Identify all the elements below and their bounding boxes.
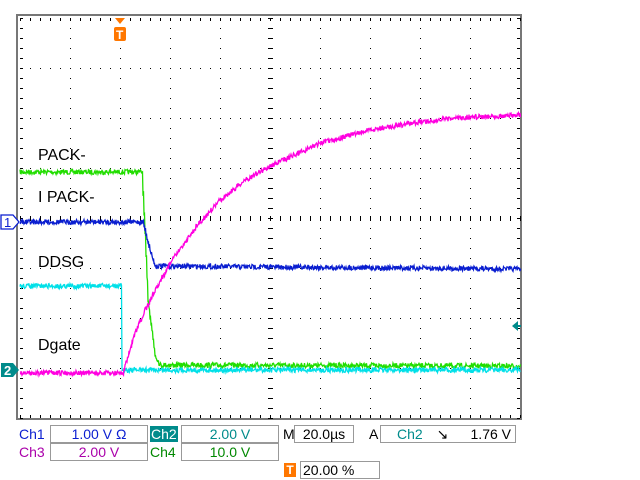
- ch2-ground-marker: [1, 363, 19, 377]
- ch2-marker-label: 2: [4, 363, 11, 378]
- ch1-ground-marker: [0, 214, 20, 230]
- trace-ch2: [19, 281, 521, 375]
- ch3-label: Ch3: [19, 444, 45, 460]
- grid-dots: [20, 18, 521, 419]
- ch1-scale[interactable]: 1.00 V Ω: [50, 425, 148, 443]
- ch2-scale[interactable]: 2.00 V: [181, 425, 279, 443]
- timebase[interactable]: 20.0µs: [294, 425, 354, 443]
- trace-ch1: [19, 217, 522, 274]
- ch2-label: Ch2: [150, 426, 178, 442]
- trigger-icon: [114, 27, 126, 41]
- scope-display: 1 2 T: [0, 14, 522, 420]
- trace-label-pack: PACK-: [38, 147, 86, 164]
- trace-label-ipack: I PACK-: [38, 189, 95, 206]
- trigger-position-icon: T: [284, 463, 296, 477]
- falling-edge-icon: ↘: [436, 426, 449, 442]
- ch3-scale[interactable]: 2.00 V: [50, 443, 148, 461]
- trigger-readout[interactable]: Ch2 ↘ 1.76 V: [380, 425, 516, 443]
- trace-label-ddsg: DDSG: [38, 254, 85, 271]
- trigger-icon-label: T: [116, 28, 124, 42]
- trigger-source: Ch2: [397, 426, 423, 442]
- m-label: M: [283, 426, 295, 442]
- ch4-scale[interactable]: 10.0 V: [181, 443, 279, 461]
- ch1-marker-label: 1: [4, 215, 11, 230]
- trigger-position-arrow: [115, 18, 125, 24]
- trigger-position[interactable]: 20.00 %: [300, 461, 380, 479]
- ch4-label: Ch4: [150, 444, 176, 460]
- ch1-label: Ch1: [19, 426, 45, 442]
- a-label: A: [369, 426, 379, 442]
- trigger-level-arrow-icon: [512, 321, 521, 331]
- trace-ch3: [19, 110, 522, 378]
- trigger-level: 1.76 V: [470, 426, 511, 442]
- trace-label-dgate: Dgate: [38, 337, 81, 354]
- trace-ch4: [19, 167, 522, 371]
